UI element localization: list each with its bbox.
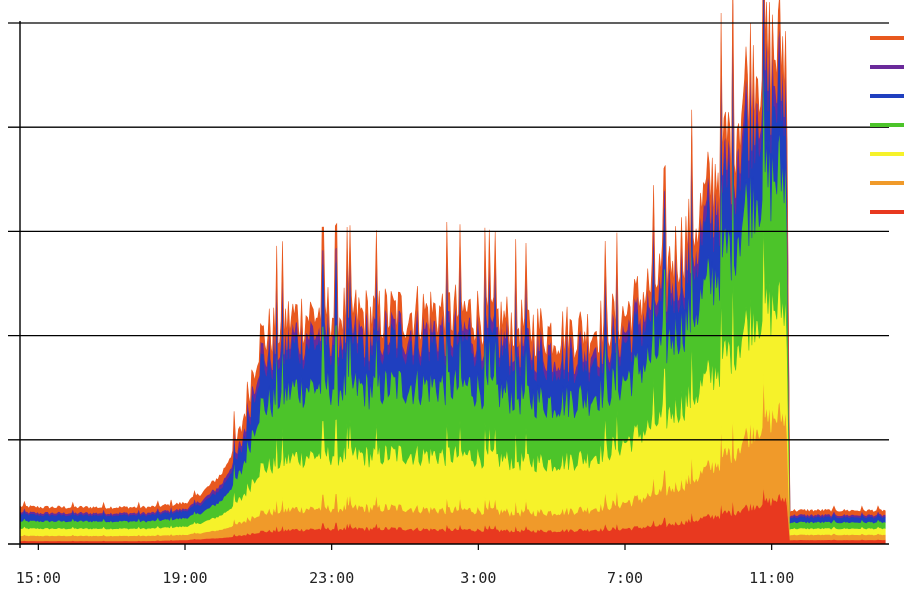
legend bbox=[870, 36, 904, 214]
x-tick-label: 3:00 bbox=[460, 569, 496, 587]
area-series-7 bbox=[19, 0, 886, 517]
axes bbox=[8, 21, 889, 548]
grid-lines bbox=[8, 22, 889, 441]
x-tick-label: 7:00 bbox=[607, 569, 643, 587]
x-tick-labels: 15:00 19:00 23:00 3:00 7:00 11:00 bbox=[16, 544, 794, 587]
x-tick-label: 19:00 bbox=[162, 569, 207, 587]
x-tick-label: 23:00 bbox=[309, 569, 354, 587]
x-tick-label: 15:00 bbox=[16, 569, 61, 587]
plot-area bbox=[19, 0, 886, 545]
x-tick-label: 11:00 bbox=[749, 569, 794, 587]
